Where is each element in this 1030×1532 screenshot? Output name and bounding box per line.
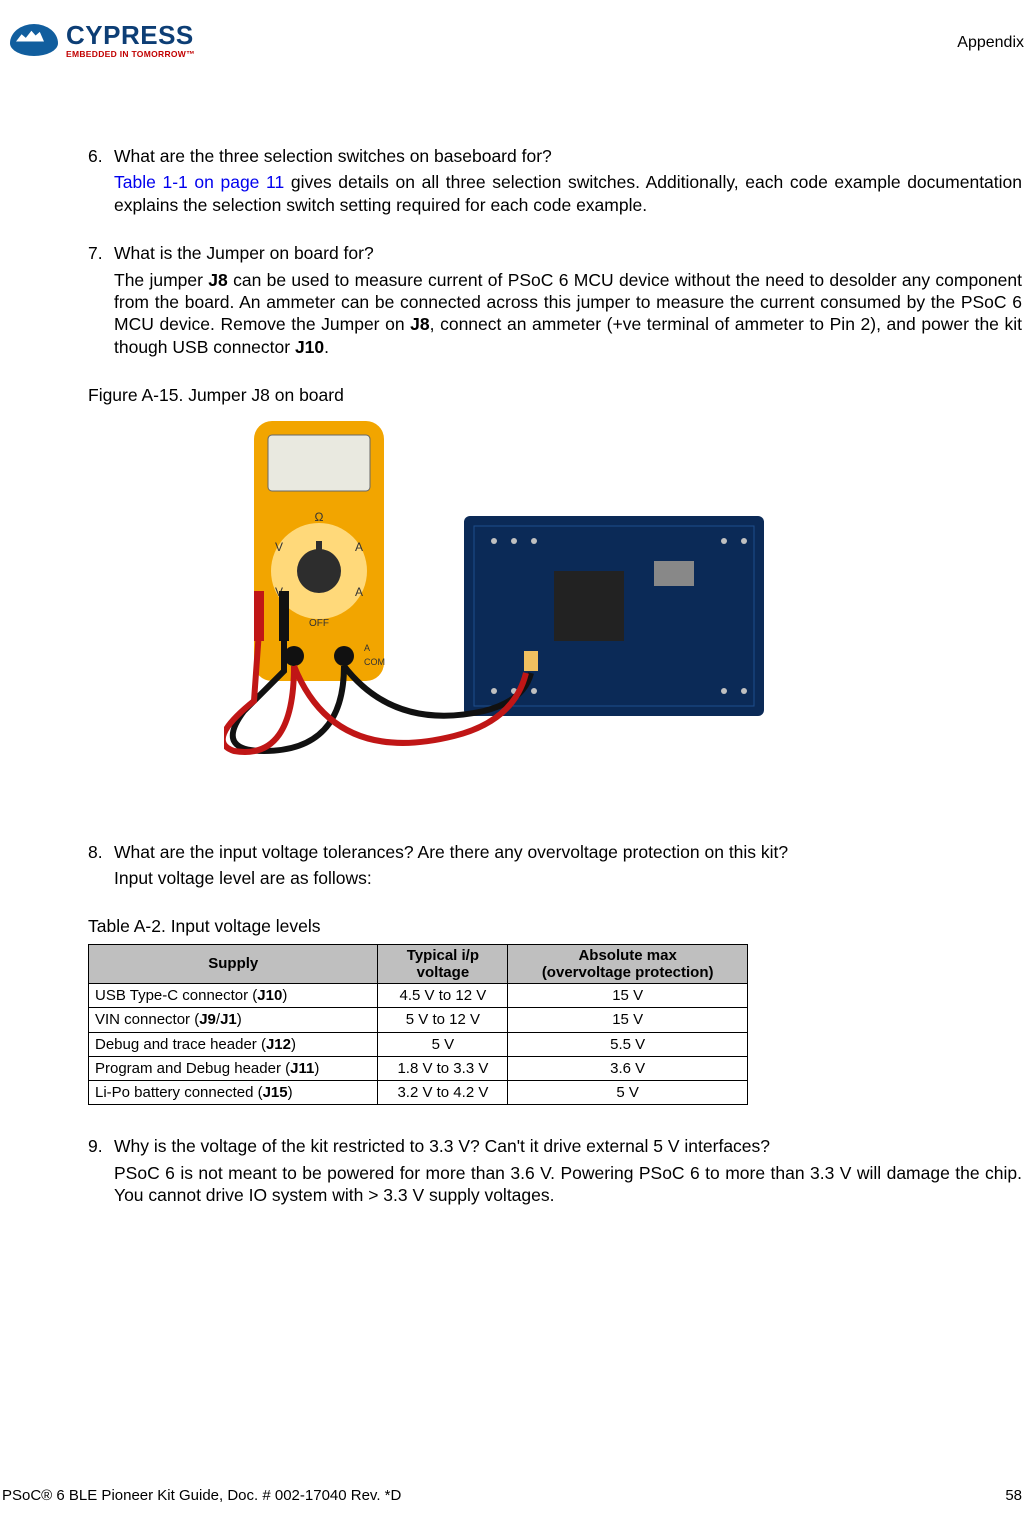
page-footer: PSoC® 6 BLE Pioneer Kit Guide, Doc. # 00… bbox=[0, 1487, 1030, 1504]
answer: PSoC 6 is not meant to be powered for mo… bbox=[114, 1162, 1022, 1207]
answer: The jumper J8 can be used to measure cur… bbox=[114, 269, 1022, 359]
cell-typical: 4.5 V to 12 V bbox=[378, 984, 508, 1008]
figure-caption: Figure A-15. Jumper J8 on board bbox=[88, 384, 1022, 406]
cell-typical: 5 V to 12 V bbox=[378, 1008, 508, 1032]
answer: Input voltage level are as follows: bbox=[114, 867, 1022, 889]
table-caption: Table A-2. Input voltage levels bbox=[88, 915, 1022, 937]
cell-supply: Li-Po battery connected (J15) bbox=[89, 1080, 378, 1104]
cell-max: 15 V bbox=[508, 1008, 748, 1032]
footer-doc-id: PSoC® 6 BLE Pioneer Kit Guide, Doc. # 00… bbox=[2, 1487, 401, 1504]
table-row: Program and Debug header (J11)1.8 V to 3… bbox=[89, 1056, 748, 1080]
answer-text: The jumper bbox=[114, 270, 208, 290]
q-text: What are the three selection switches on… bbox=[114, 145, 552, 167]
q-number: 6. bbox=[88, 145, 114, 167]
cell-max: 3.6 V bbox=[508, 1056, 748, 1080]
content: 6. What are the three selection switches… bbox=[0, 59, 1030, 1206]
q-text: Why is the voltage of the kit restricted… bbox=[114, 1135, 770, 1157]
cell-max: 15 V bbox=[508, 984, 748, 1008]
cell-typical: 5 V bbox=[378, 1032, 508, 1056]
bold-ref: J9 bbox=[199, 1011, 216, 1028]
jumper-j8 bbox=[524, 651, 538, 671]
cell-supply: Program and Debug header (J11) bbox=[89, 1056, 378, 1080]
footer-page-number: 58 bbox=[1005, 1487, 1022, 1504]
brand-name: CYPRESS bbox=[66, 20, 195, 51]
bold-ref: J12 bbox=[266, 1036, 291, 1053]
bold-ref: J8 bbox=[410, 314, 429, 334]
q-text: What are the input voltage tolerances? A… bbox=[114, 841, 788, 863]
section-label: Appendix bbox=[957, 20, 1026, 52]
page-header: CYPRESS EMBEDDED IN TOMORROW™ Appendix bbox=[0, 20, 1030, 59]
table-header-row: Supply Typical i/pvoltage Absolute max(o… bbox=[89, 944, 748, 984]
cypress-logo-icon bbox=[10, 24, 58, 56]
table-row: Debug and trace header (J12)5 V5.5 V bbox=[89, 1032, 748, 1056]
col-max: Absolute max(overvoltage protection) bbox=[508, 944, 748, 984]
cell-typical: 3.2 V to 4.2 V bbox=[378, 1080, 508, 1104]
figure-jumper-j8: Ω V A V A OFF A COM bbox=[224, 421, 774, 801]
voltage-table: Supply Typical i/pvoltage Absolute max(o… bbox=[88, 944, 748, 1105]
port-label-a: A bbox=[364, 643, 370, 653]
qa-item-9: 9. Why is the voltage of the kit restric… bbox=[88, 1135, 1022, 1206]
logo-text: CYPRESS EMBEDDED IN TOMORROW™ bbox=[66, 20, 195, 59]
col-supply: Supply bbox=[89, 944, 378, 984]
cell-supply: VIN connector (J9/J1) bbox=[89, 1008, 378, 1032]
bold-ref: J10 bbox=[257, 987, 282, 1004]
q-text: What is the Jumper on board for? bbox=[114, 242, 374, 264]
table-row: Li-Po battery connected (J15)3.2 V to 4.… bbox=[89, 1080, 748, 1104]
label-v1: V bbox=[275, 540, 283, 554]
cell-supply: Debug and trace header (J12) bbox=[89, 1032, 378, 1056]
logo: CYPRESS EMBEDDED IN TOMORROW™ bbox=[10, 20, 195, 59]
page: CYPRESS EMBEDDED IN TOMORROW™ Appendix 6… bbox=[0, 0, 1030, 1532]
table-row: USB Type-C connector (J10)4.5 V to 12 V1… bbox=[89, 984, 748, 1008]
multimeter-screen bbox=[268, 435, 370, 491]
probe-red-handle bbox=[254, 591, 264, 641]
port-label-com: COM bbox=[364, 657, 385, 667]
bold-ref: J1 bbox=[220, 1011, 237, 1028]
table-row: VIN connector (J9/J1)5 V to 12 V15 V bbox=[89, 1008, 748, 1032]
answer-text: . bbox=[324, 337, 329, 357]
figure-svg: Ω V A V A OFF A COM bbox=[224, 421, 774, 801]
label-a2: A bbox=[355, 585, 363, 599]
probe-black-handle bbox=[279, 591, 289, 641]
qa-item-6: 6. What are the three selection switches… bbox=[88, 145, 1022, 216]
cell-max: 5 V bbox=[508, 1080, 748, 1104]
q-number: 9. bbox=[88, 1135, 114, 1157]
dial-pointer bbox=[316, 541, 322, 571]
q-number: 8. bbox=[88, 841, 114, 863]
bold-ref: J11 bbox=[290, 1060, 314, 1077]
label-off: OFF bbox=[309, 618, 329, 629]
bold-ref: J15 bbox=[263, 1084, 288, 1101]
cell-typical: 1.8 V to 3.3 V bbox=[378, 1056, 508, 1080]
brand-tagline: EMBEDDED IN TOMORROW™ bbox=[66, 49, 195, 59]
label-ohm: Ω bbox=[315, 510, 324, 524]
col-typical: Typical i/pvoltage bbox=[378, 944, 508, 984]
q-number: 7. bbox=[88, 242, 114, 264]
bold-ref: J10 bbox=[295, 337, 324, 357]
cross-reference-link[interactable]: Table 1-1 on page 11 bbox=[114, 172, 284, 192]
answer: Table 1-1 on page 11 gives details on al… bbox=[114, 171, 1022, 216]
cell-supply: USB Type-C connector (J10) bbox=[89, 984, 378, 1008]
qa-item-7: 7. What is the Jumper on board for? The … bbox=[88, 242, 1022, 358]
port-com bbox=[334, 646, 354, 666]
bold-ref: J8 bbox=[208, 270, 227, 290]
label-a1: A bbox=[355, 540, 363, 554]
cell-max: 5.5 V bbox=[508, 1032, 748, 1056]
qa-item-8: 8. What are the input voltage tolerances… bbox=[88, 841, 1022, 890]
